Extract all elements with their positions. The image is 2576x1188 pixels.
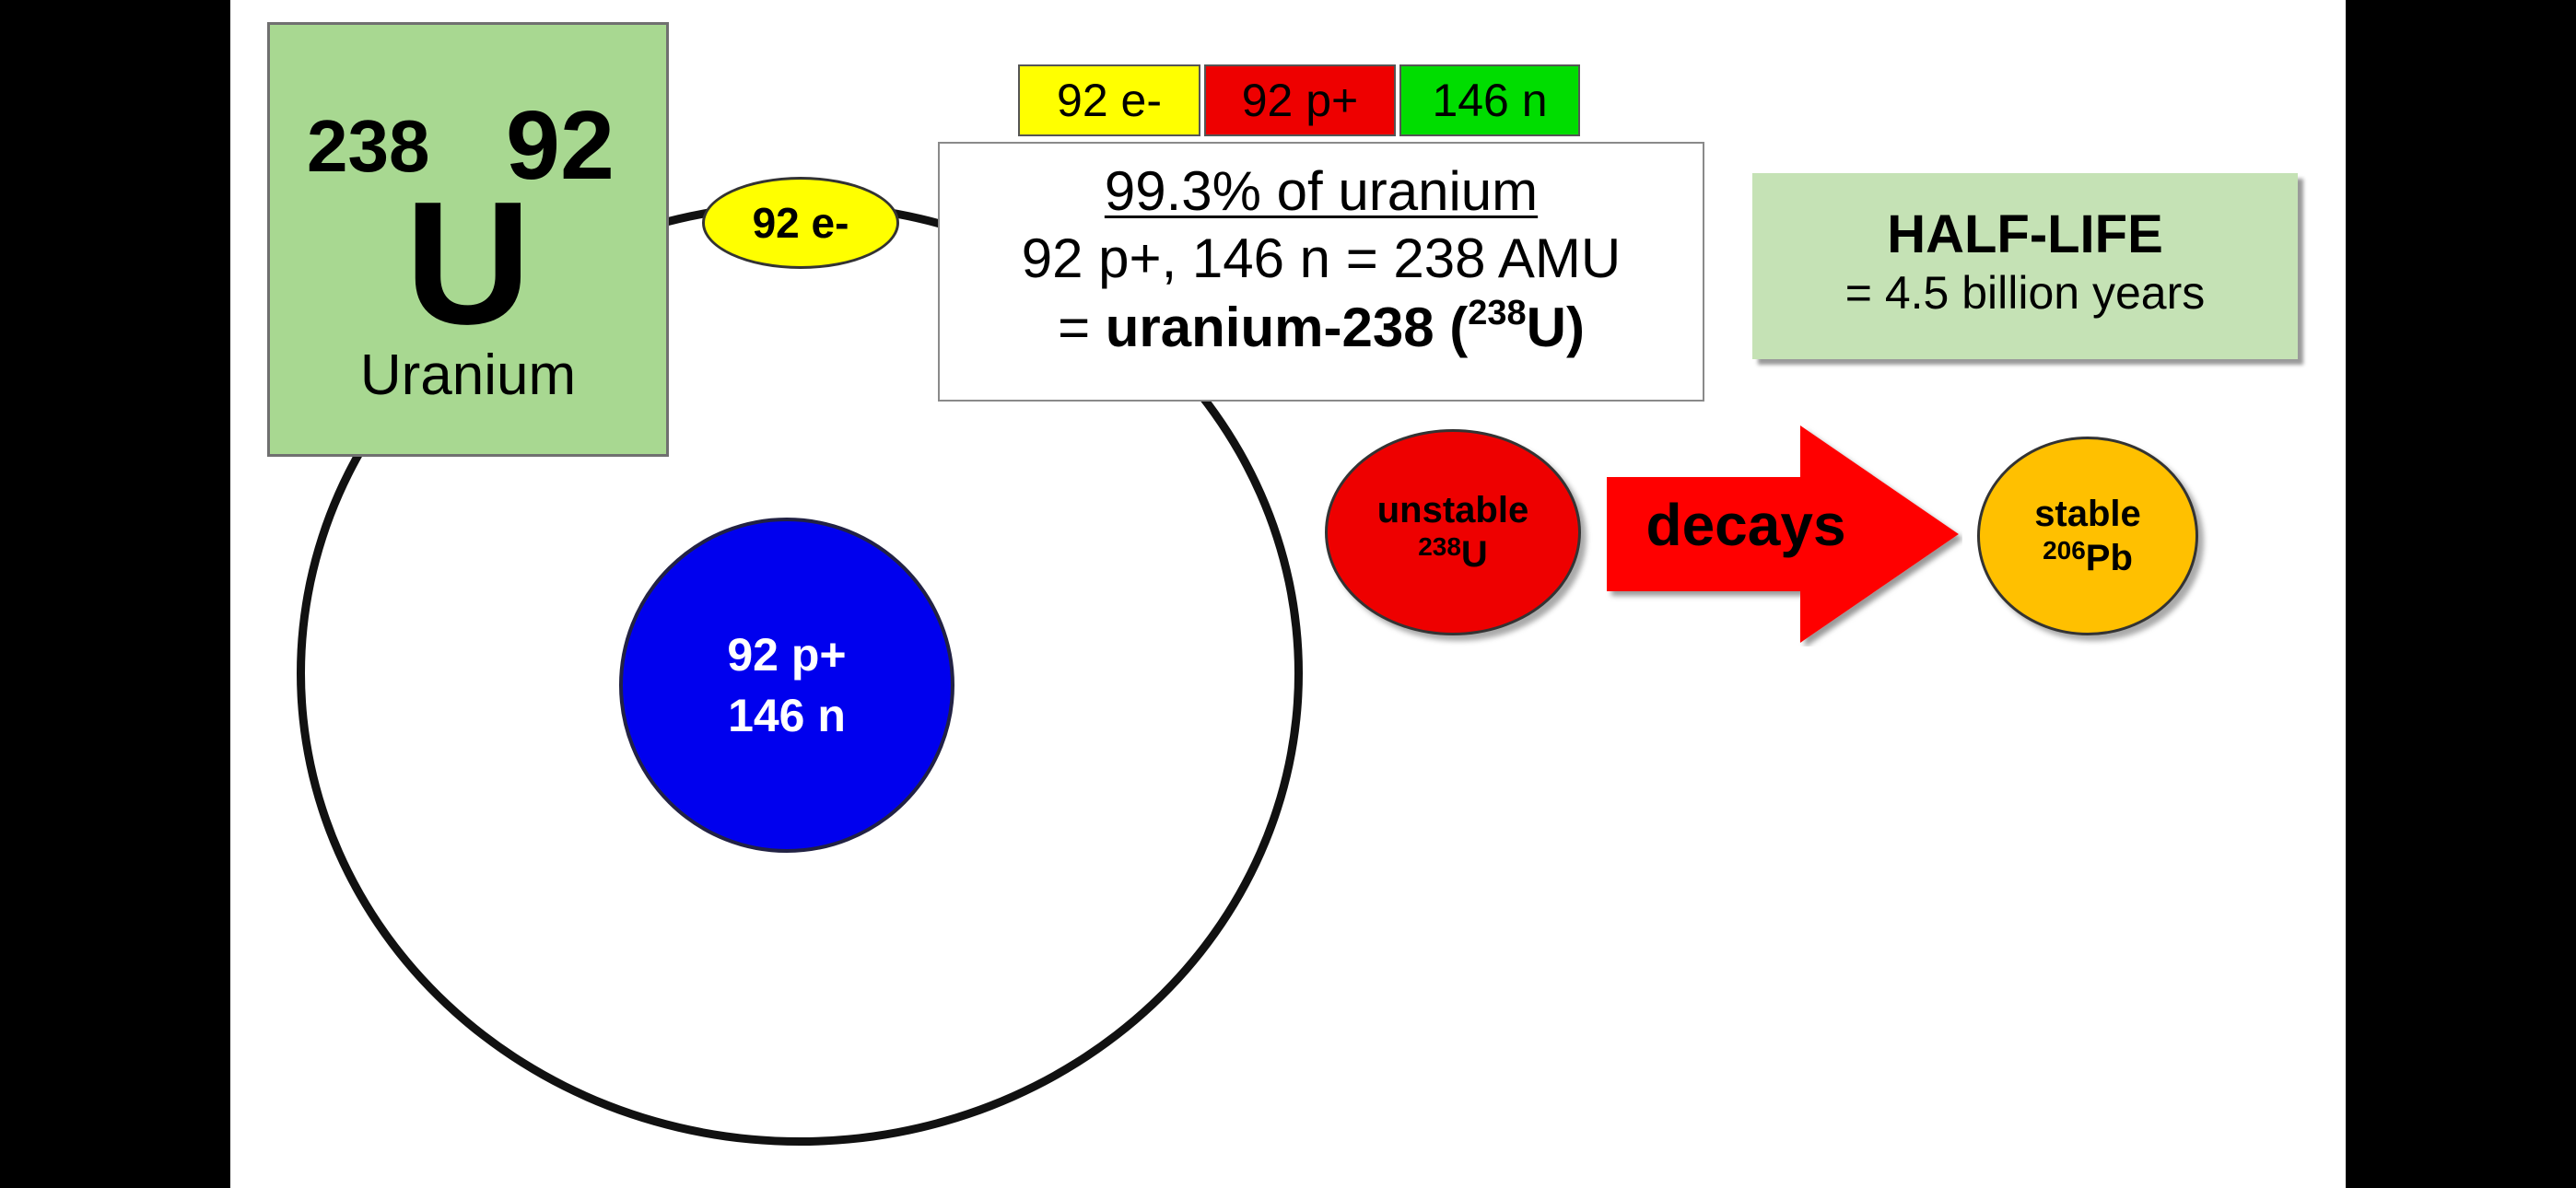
isotope-prefix: =	[1058, 297, 1106, 358]
abundance-text: 99.3% of uranium	[1104, 160, 1539, 222]
element-name: Uranium	[359, 344, 577, 407]
neutron-count: 146 n	[1399, 64, 1580, 136]
composition-text: 92 p+, 146 n = 238 AMU	[1021, 227, 1622, 289]
proton-count: 92 p+	[1204, 64, 1396, 136]
nucleus: 92 p+ 146 n	[619, 518, 954, 853]
particle-counts: 92 e- 92 p+ 146 n	[1018, 64, 1580, 136]
slide: 92 p+ 146 n 238 92 U Uranium 92 e- 92 e-…	[230, 0, 2346, 1188]
element-symbol: U	[404, 166, 532, 361]
half-life-value: = 4.5 billion years	[1844, 267, 2206, 319]
stable-symbol-line: 206Pb	[2043, 536, 2133, 580]
periodic-element-tile: 238 92 U Uranium	[267, 22, 669, 457]
electron-count: 92 e-	[1018, 64, 1200, 136]
isotope-info-box: 99.3% of uranium 92 p+, 146 n = 238 AMU …	[938, 142, 1704, 402]
half-life-box: HALF-LIFE = 4.5 billion years	[1752, 173, 2298, 359]
stable-isotope: stable 206Pb	[1977, 437, 2198, 635]
stable-symbol: Pb	[2085, 538, 2133, 578]
decay-label: decays	[1645, 492, 1846, 558]
electron-badge: 92 e-	[702, 177, 899, 269]
isotope-name-text: uranium-238 (	[1105, 297, 1469, 358]
stable-superscript: 206	[2043, 536, 2086, 565]
unstable-superscript: 238	[1418, 532, 1461, 561]
decay-arrow: decays	[1603, 424, 1962, 646]
isotope-name-line: = uranium-238 (238U)	[940, 293, 1703, 363]
mass-number: 238	[307, 105, 430, 187]
unstable-isotope: unstable 238U	[1325, 429, 1581, 635]
unstable-symbol: U	[1460, 534, 1488, 575]
isotope-symbol: U)	[1526, 297, 1585, 358]
stable-label: stable	[2034, 494, 2141, 534]
arrow-right-icon	[1607, 425, 1959, 643]
half-life-title: HALF-LIFE	[1887, 204, 2163, 264]
unstable-label: unstable	[1376, 490, 1529, 530]
letterbox-left	[0, 0, 230, 1188]
isotope-superscript: 238	[1468, 294, 1527, 332]
nucleus-protons: 92 p+	[727, 629, 847, 681]
atomic-number: 92	[506, 91, 615, 200]
letterbox-right	[2346, 0, 2576, 1188]
nucleus-neutrons: 146 n	[728, 690, 846, 741]
isotope-name: uranium-238 (238U)	[1105, 294, 1585, 358]
unstable-symbol-line: 238U	[1418, 532, 1488, 577]
